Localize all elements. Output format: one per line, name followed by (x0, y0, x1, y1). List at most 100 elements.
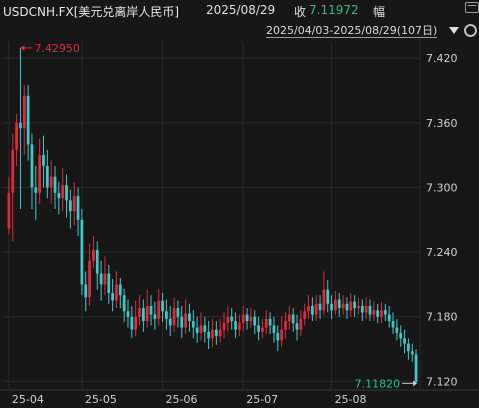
candle-body (149, 305, 153, 315)
candle-body (111, 293, 115, 301)
candle-body (165, 311, 168, 319)
candle-body (330, 303, 333, 311)
candle-body (410, 351, 414, 355)
candle-body (234, 321, 237, 330)
candle-body (249, 316, 253, 322)
candle-body (253, 316, 257, 326)
candle-body (130, 316, 134, 330)
candle-body (264, 318, 268, 328)
date-range-selector[interactable]: 2025/04/03-2025/08/29(107日) (266, 24, 438, 38)
candle-body (180, 316, 184, 328)
candle-body (376, 310, 380, 317)
candle-body (399, 332, 403, 339)
candle-body (22, 95, 26, 129)
candle-body (414, 354, 418, 382)
candle-body (299, 318, 303, 330)
candle-body (326, 289, 330, 304)
candle-body (115, 284, 118, 301)
candle-body (88, 260, 91, 298)
candle-body (99, 273, 103, 285)
candle-body (337, 299, 341, 309)
candle-body (107, 273, 111, 294)
candle-body (345, 303, 349, 311)
candle-body (207, 331, 211, 339)
candle-body (157, 300, 161, 319)
x-tick-label: 25-07 (246, 393, 278, 406)
candle-body (68, 200, 72, 212)
candle-body (19, 122, 22, 129)
candle-body (284, 321, 287, 330)
y-tick-label: 7.240 (426, 246, 458, 259)
candle-body (7, 192, 11, 229)
candle-body (168, 318, 172, 326)
candle-body (295, 323, 299, 330)
candle-body (53, 176, 57, 193)
max-value-label: 7.42950 (34, 42, 80, 55)
candle-body (238, 323, 241, 330)
candle-body (15, 122, 18, 150)
candle-body (357, 305, 360, 309)
candle-body (307, 305, 310, 312)
min-marker-arrow (413, 380, 418, 387)
candle-body (353, 301, 357, 309)
candle-body (291, 314, 295, 324)
candle-body (26, 95, 30, 145)
x-tick-label: 25-04 (12, 393, 44, 406)
candle-body (203, 325, 207, 332)
candle-body (76, 196, 80, 220)
candle-body (383, 310, 387, 315)
candle-body (257, 325, 260, 332)
candle-body (395, 327, 399, 333)
candle-body (222, 323, 226, 330)
candle-body (161, 300, 164, 312)
y-tick-label: 7.360 (426, 117, 458, 130)
candle-body (92, 249, 95, 261)
candle-body (141, 308, 145, 322)
candle-body (261, 327, 264, 332)
candle-body (72, 196, 76, 212)
candle-body (84, 284, 88, 298)
candle-body (184, 313, 187, 328)
candle-body (188, 313, 191, 322)
x-tick-label: 25-08 (335, 393, 367, 406)
candle-body (241, 314, 245, 324)
candle-body (172, 308, 176, 326)
quote-date: 2025/08/29 (206, 3, 276, 17)
candle-body (364, 305, 368, 313)
y-tick-label: 7.300 (426, 181, 458, 194)
candle-body (380, 310, 383, 317)
candle-body (211, 329, 214, 339)
candle-body (360, 305, 364, 313)
dropdown-arrow-icon[interactable] (449, 27, 459, 34)
candle-body (45, 165, 49, 188)
candle-body (126, 311, 130, 317)
candle-body (303, 311, 307, 319)
candle-body (61, 185, 65, 199)
candle-body (318, 303, 322, 311)
candle-body (349, 301, 353, 311)
candle-body (245, 314, 249, 322)
candle-body (372, 310, 376, 315)
candle-body (49, 176, 53, 188)
candle-body (34, 187, 38, 193)
x-tick-label: 25-05 (85, 393, 117, 406)
candle-body (65, 185, 68, 201)
min-value-label: 7.11820 (355, 377, 401, 390)
quote-header: USDCNH.FX[美元兑离岸人民币] 2025/08/29 收 7.11972… (0, 0, 479, 22)
candle-body (287, 314, 291, 322)
candle-body (268, 318, 272, 326)
candle-body (145, 305, 149, 322)
y-tick-label: 7.420 (426, 52, 458, 65)
candle-body (191, 321, 195, 328)
candle-body (403, 338, 406, 344)
candle-body (118, 284, 122, 296)
settings-icon[interactable] (464, 24, 477, 37)
candle-body (138, 308, 141, 317)
close-label: 收 (294, 5, 307, 19)
candle-body (276, 332, 280, 341)
candle-body (30, 144, 34, 188)
candle-body (199, 325, 203, 333)
amplitude-label: 幅 (373, 5, 386, 19)
candle-body (153, 314, 157, 319)
